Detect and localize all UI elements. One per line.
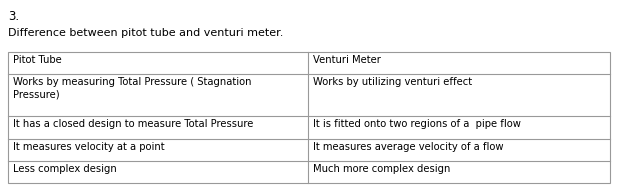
Text: Works by measuring Total Pressure ( Stagnation
Pressure): Works by measuring Total Pressure ( Stag… — [13, 77, 252, 100]
Text: 3.: 3. — [8, 10, 19, 23]
Text: Much more complex design: Much more complex design — [313, 164, 451, 174]
Text: It measures average velocity of a flow: It measures average velocity of a flow — [313, 142, 504, 152]
Text: Venturi Meter: Venturi Meter — [313, 55, 381, 65]
Text: Less complex design: Less complex design — [13, 164, 117, 174]
Bar — [8, 52, 610, 183]
Text: It is fitted onto two regions of a  pipe flow: It is fitted onto two regions of a pipe … — [313, 119, 521, 129]
Text: Difference between pitot tube and venturi meter.: Difference between pitot tube and ventur… — [8, 28, 284, 38]
Text: Works by utilizing venturi effect: Works by utilizing venturi effect — [313, 77, 473, 87]
Text: It has a closed design to measure Total Pressure: It has a closed design to measure Total … — [13, 119, 253, 129]
Text: Pitot Tube: Pitot Tube — [13, 55, 62, 65]
Text: It measures velocity at a point: It measures velocity at a point — [13, 142, 164, 152]
